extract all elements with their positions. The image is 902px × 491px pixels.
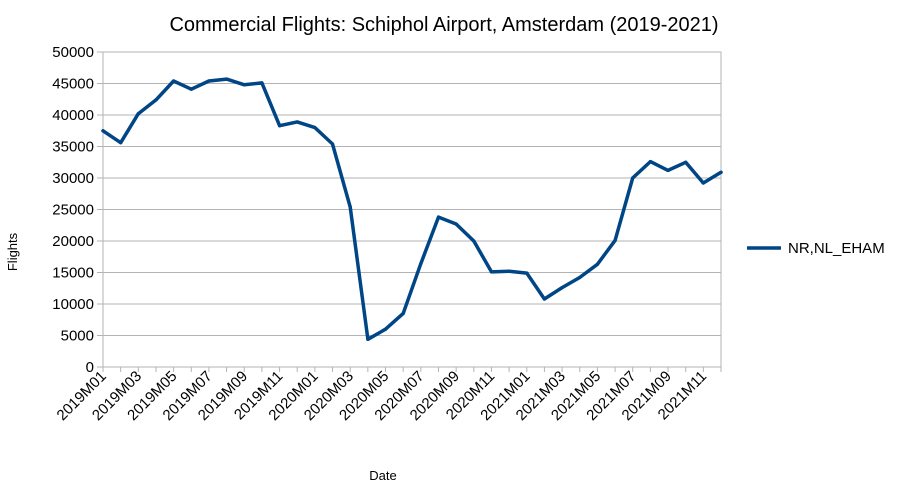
y-tick-label: 30000 — [52, 170, 94, 187]
data-point — [454, 222, 458, 226]
chart-title: Commercial Flights: Schiphol Airport, Am… — [169, 14, 718, 36]
series-line-0 — [101, 77, 723, 342]
data-point — [719, 170, 723, 174]
data-point — [172, 79, 176, 83]
y-tick-label: 5000 — [61, 328, 94, 345]
y-tick-label: 0 — [86, 359, 94, 376]
legend: NR,NL_EHAM — [747, 240, 885, 257]
y-tick-label: 15000 — [52, 265, 94, 282]
data-point — [542, 297, 547, 301]
data-point — [189, 87, 193, 91]
data-point — [401, 311, 405, 316]
y-tick-label: 20000 — [52, 233, 94, 250]
data-point — [489, 270, 494, 274]
y-tick-label: 25000 — [52, 202, 94, 219]
y-tick-label: 45000 — [52, 76, 94, 93]
data-point — [560, 286, 564, 290]
data-point — [225, 77, 229, 81]
data-point — [666, 168, 670, 173]
data-point — [472, 239, 476, 243]
data-point — [207, 79, 211, 83]
x-axis-label: Date — [369, 468, 396, 483]
data-point — [348, 205, 352, 209]
series — [101, 77, 723, 342]
data-point — [154, 98, 158, 102]
data-point — [330, 142, 335, 146]
data-point — [119, 141, 123, 145]
data-point — [242, 83, 246, 87]
gridlines — [103, 51, 721, 368]
data-point — [648, 160, 652, 164]
data-point — [313, 126, 317, 130]
y-tick-label: 35000 — [52, 139, 94, 156]
y-tick-label: 10000 — [52, 296, 94, 313]
data-point — [419, 262, 423, 266]
data-point — [701, 181, 705, 185]
y-tick-label: 50000 — [52, 44, 94, 61]
data-point — [684, 160, 688, 164]
data-point — [507, 269, 511, 273]
data-point — [383, 327, 388, 331]
data-point — [136, 112, 140, 116]
data-point — [101, 129, 105, 133]
y-axis-label: Flights — [5, 232, 20, 271]
data-point — [366, 337, 370, 341]
data-point — [436, 215, 441, 219]
data-point — [578, 275, 582, 280]
data-point — [277, 124, 282, 128]
data-point — [595, 262, 600, 266]
data-point — [295, 120, 299, 124]
data-point — [525, 271, 529, 275]
legend-label: NR,NL_EHAM — [788, 240, 885, 257]
data-point — [613, 238, 617, 242]
data-point — [631, 176, 635, 180]
y-tick-label: 40000 — [52, 107, 94, 124]
x-axis-ticks: 2019M012019M032019M052019M072019M092019M… — [54, 367, 722, 424]
y-axis-ticks: 0 5000 10000 15000 20000 25000 30000 35000 40000… — [52, 44, 103, 376]
data-point — [260, 81, 264, 85]
